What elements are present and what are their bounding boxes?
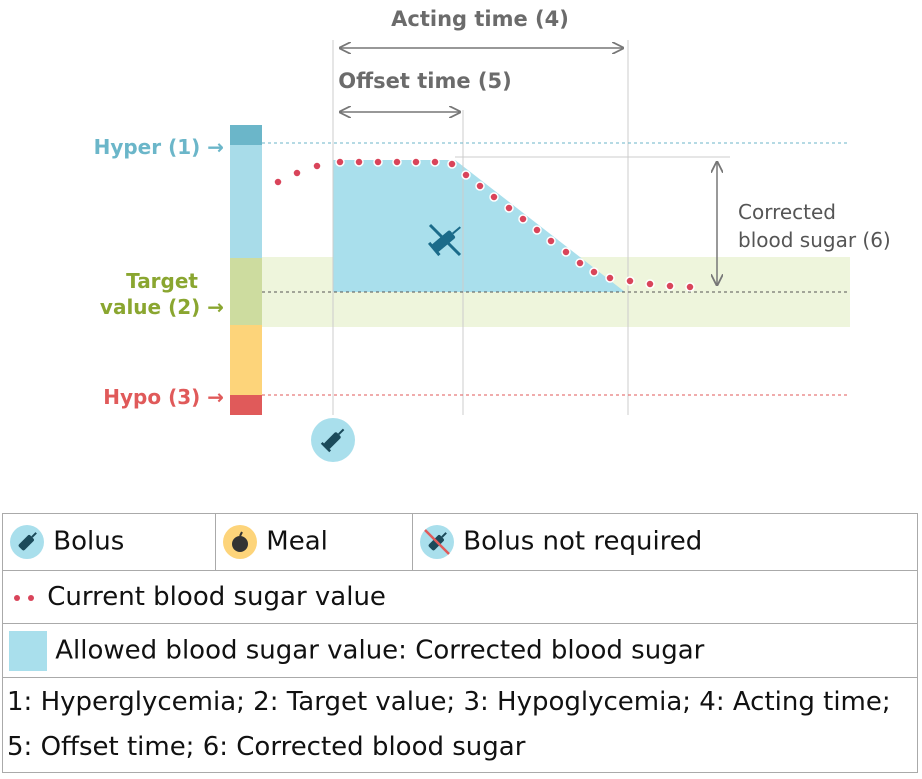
legend-text: Allowed blood sugar value: Corrected blo… <box>55 635 705 665</box>
legend-cell: Bolus not required <box>412 513 918 571</box>
legend-text: Bolus <box>53 526 125 557</box>
bar-high <box>230 145 262 258</box>
legend-cell: Allowed blood sugar value: Corrected blo… <box>2 623 918 678</box>
bolus-icon <box>311 418 355 462</box>
cross <box>428 223 462 257</box>
blood-sugar-dot <box>575 258 585 268</box>
blood-sugar-dot <box>411 157 421 167</box>
blood-sugar-dot <box>430 157 440 167</box>
blood-sugar-dot <box>589 267 599 277</box>
blood-sugar-dot <box>335 157 345 167</box>
legend-text: Bolus not required <box>463 526 703 557</box>
meal-icon <box>223 525 257 559</box>
blood-sugar-dot <box>518 214 528 224</box>
offset-label: Offset time (5) <box>338 69 511 93</box>
hyper-label: Hyper (1) → <box>94 135 224 159</box>
blood-sugar-dot <box>685 282 695 292</box>
blood-sugar-dot <box>273 177 283 187</box>
blood-sugar-dot <box>504 203 514 213</box>
blood-sugar-dot <box>292 168 302 178</box>
blood-sugar-dot <box>354 157 364 167</box>
legend-cell: Meal <box>215 513 413 571</box>
hypo-label: Hypo (3) → <box>103 385 224 409</box>
blood-sugar-dot <box>312 161 322 171</box>
target-label: value (2) → <box>100 295 224 319</box>
bar-hyper <box>230 125 262 145</box>
blood-sugar-dot <box>665 281 675 291</box>
bolus-not-required-icon <box>420 525 454 559</box>
corrected-label: blood sugar (6) <box>738 228 891 252</box>
blood-sugar-dot <box>461 170 471 180</box>
blood-sugar-dot <box>645 279 655 289</box>
blood-sugar-dot <box>546 236 556 246</box>
corrected-label: Corrected <box>738 200 836 224</box>
bar-hypo <box>230 395 262 415</box>
bar-target <box>230 258 262 325</box>
blood-sugar-dot <box>373 157 383 167</box>
bolus-icon <box>10 525 44 559</box>
blood-sugar-dot <box>605 273 615 283</box>
legend-text: Current blood sugar value <box>47 582 386 612</box>
blood-sugar-dot <box>392 157 402 167</box>
allowed-area <box>333 160 625 292</box>
bar-low <box>230 325 262 395</box>
blood-sugar-dot <box>561 247 571 257</box>
target-label: Target <box>126 269 198 293</box>
blood-sugar-dot <box>447 159 457 169</box>
legend-cell: Current blood sugar value <box>2 570 918 624</box>
acting-label: Acting time (4) <box>391 7 569 31</box>
blood-sugar-dot <box>532 225 542 235</box>
blood-sugar-dot <box>489 192 499 202</box>
bolus-not-required-icon <box>427 226 461 257</box>
dots-icon <box>14 594 34 601</box>
legend-cell: 1: Hyperglycemia; 2: Target value; 3: Hy… <box>2 677 918 773</box>
legend-table: Bolus Meal Bolus not required Current bl… <box>2 513 918 773</box>
legend-cell: Bolus <box>2 513 216 571</box>
legend-text: Meal <box>266 526 328 557</box>
blood-sugar-dot <box>475 181 485 191</box>
footnote: 1: Hyperglycemia; 2: Target value; 3: Hy… <box>7 687 891 762</box>
blood-sugar-dot <box>625 276 635 286</box>
diagram: Acting time (4) Offset time (5) Hyper (1… <box>94 7 891 462</box>
area-icon <box>9 630 47 671</box>
